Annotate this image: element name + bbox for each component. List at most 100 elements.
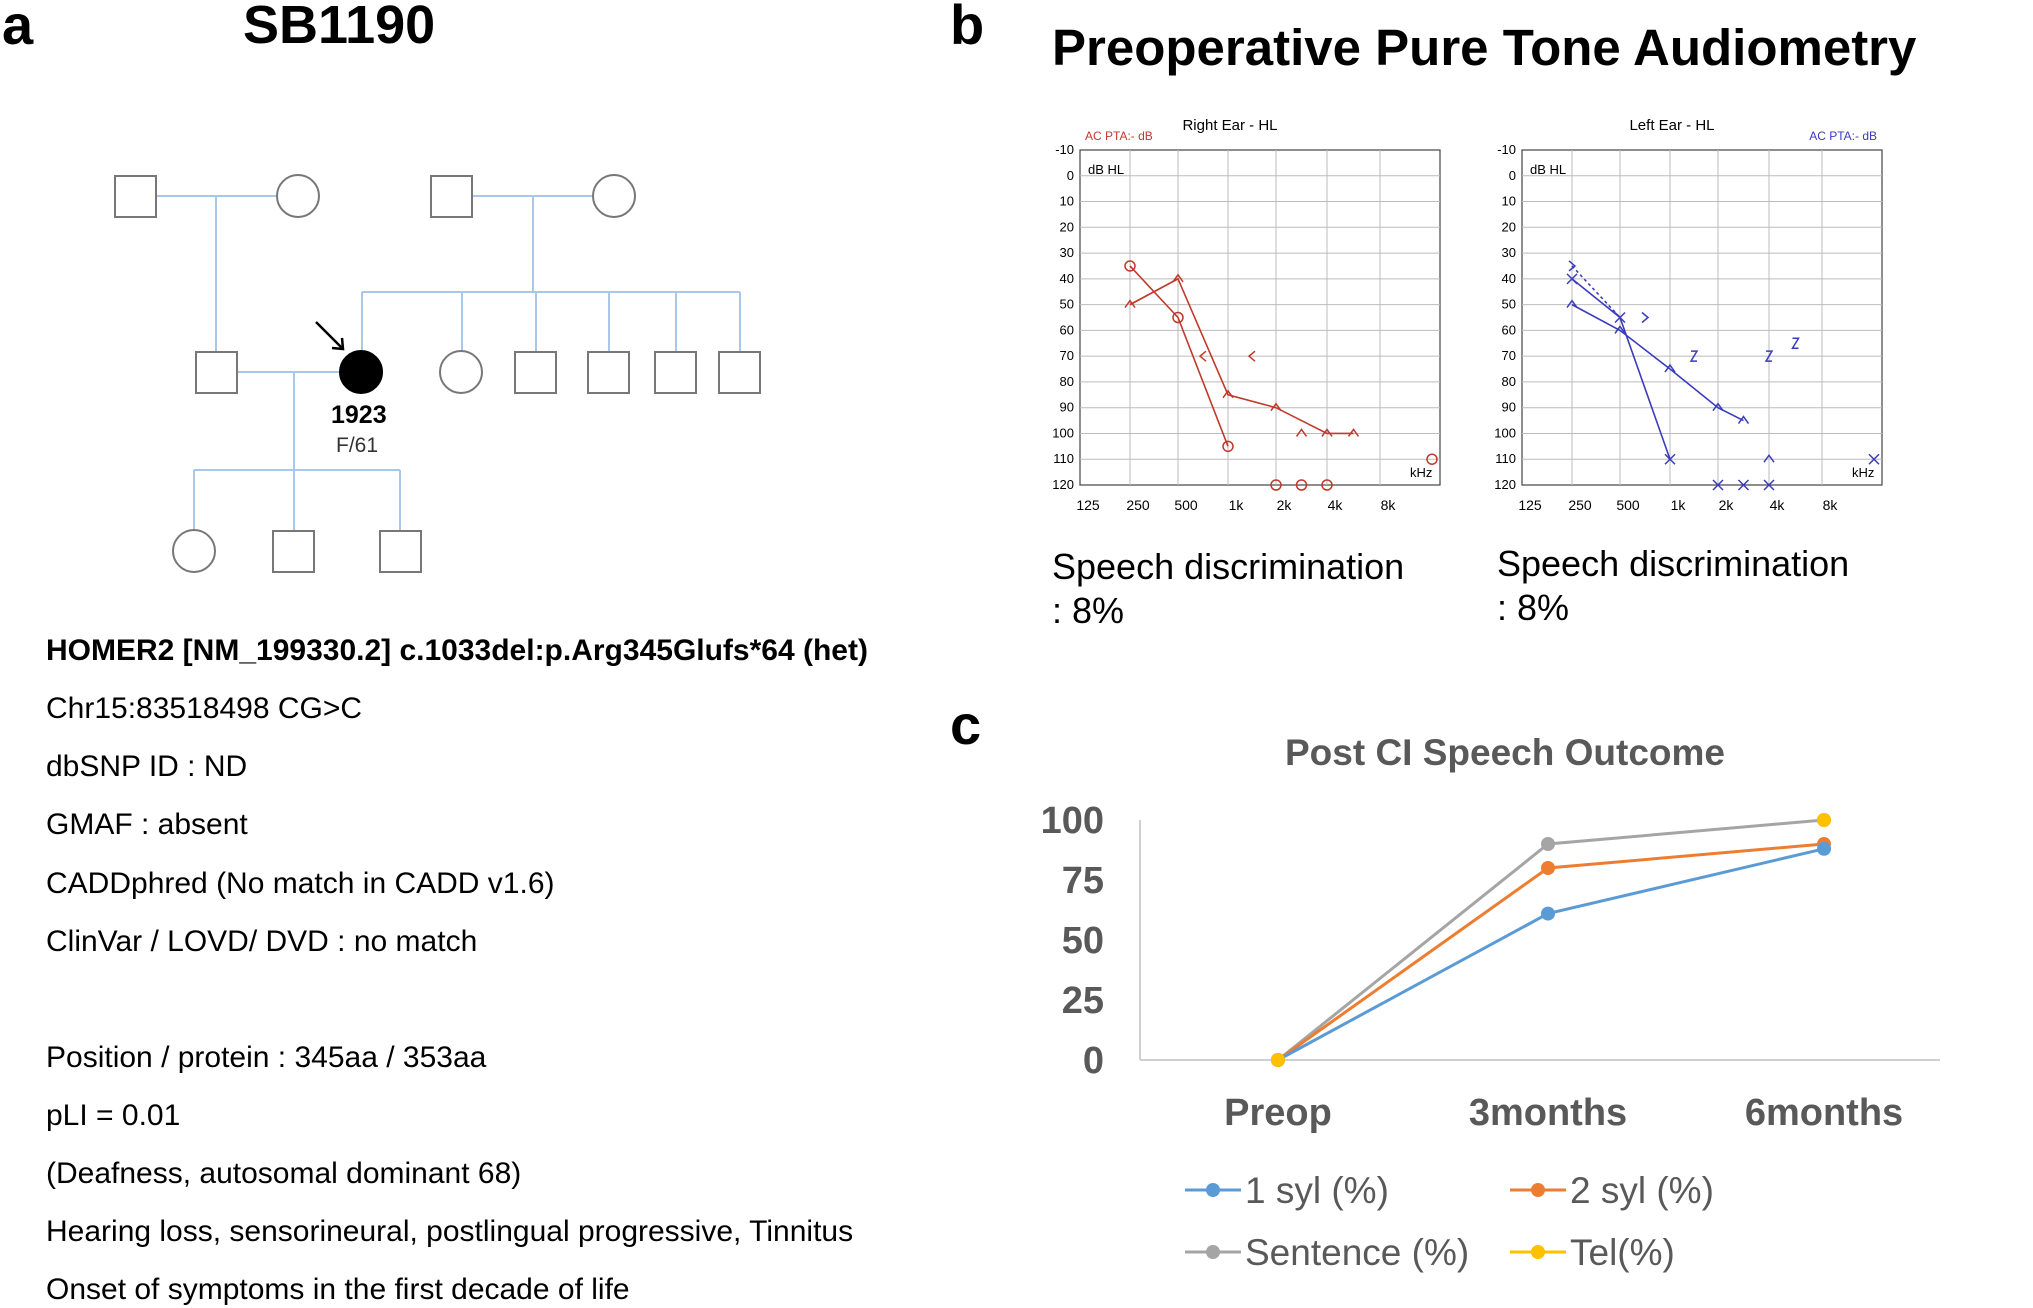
left-threshold-marker <box>1712 479 1724 491</box>
legend-label: 1 syl (%) <box>1245 1170 1389 1211</box>
right-threshold-marker <box>1172 311 1184 324</box>
sibling-male-2 <box>587 351 630 394</box>
grandmother-maternal <box>592 174 636 218</box>
right-x-tick: 2k <box>1277 497 1293 513</box>
left-threshold-marker <box>1566 299 1578 309</box>
left-y-tick: -10 <box>1497 142 1516 157</box>
right-threshold-marker <box>1124 299 1136 309</box>
left-threshold-marker <box>1791 337 1800 350</box>
sibling-male-3 <box>654 351 697 394</box>
right-y-tick: 110 <box>1053 451 1074 466</box>
right-x-tick: 4k <box>1328 497 1344 513</box>
left-threshold-marker <box>1763 479 1775 491</box>
y-tick-label: 100 <box>1041 800 1104 842</box>
variant-name: HOMER2 [NM_199330.2] c.1033del:p.Arg345G… <box>46 634 868 667</box>
right-y-tick: 120 <box>1052 477 1074 492</box>
variant-chr: Chr15:83518498 CG>C <box>46 692 363 725</box>
series-point <box>1541 861 1555 875</box>
speech-discrimination-right: Speech discrimination : 8% <box>1052 545 1404 633</box>
series-point <box>1817 841 1831 856</box>
outcome-chart-title: Post CI Speech Outcome <box>1285 732 1725 773</box>
left-y-tick: 70 <box>1502 348 1516 363</box>
left-threshold-marker <box>1868 453 1880 465</box>
legend-swatch-marker <box>1206 1245 1220 1259</box>
sibling-male-4 <box>718 351 761 394</box>
child-male-1 <box>272 530 315 573</box>
left-pta-label: AC PTA:- dB <box>1809 129 1877 143</box>
right-y-tick: 70 <box>1060 348 1074 363</box>
right-threshold-marker <box>1124 260 1136 272</box>
left-y-tick: 10 <box>1502 194 1516 209</box>
left-x-tick: 4k <box>1770 497 1786 513</box>
right-y-tick: 20 <box>1060 219 1074 234</box>
series-line <box>1277 818 1825 1062</box>
husband <box>195 351 238 394</box>
right-unit-x: kHz <box>1410 465 1432 480</box>
sibling-female <box>439 350 483 394</box>
audiogram-left: Left Ear - HL AC PTA:- dB -10 0 10 20 30 40 50 60… <box>1494 117 1883 513</box>
legend-swatch-marker <box>1531 1183 1545 1197</box>
left-y-tick: 100 <box>1494 425 1516 440</box>
left-x-tick: 125 <box>1518 497 1542 513</box>
speech-value-left: : 8% <box>1497 587 1570 628</box>
right-threshold-marker <box>1270 479 1282 491</box>
proband-affected <box>339 350 383 394</box>
right-threshold-marker <box>1270 402 1282 412</box>
right-y-tick: 30 <box>1060 245 1074 260</box>
y-tick-label: 50 <box>1062 920 1104 962</box>
right-x-tick: 500 <box>1174 497 1198 513</box>
series-point <box>1541 906 1555 921</box>
legend-label: 2 syl (%) <box>1570 1170 1714 1211</box>
x-category-label: Preop <box>1224 1092 1332 1134</box>
right-y-tick: 40 <box>1060 271 1074 286</box>
family-id: SB1190 <box>243 0 436 55</box>
pedigree-lines <box>156 195 741 530</box>
right-threshold-line <box>1129 265 1229 447</box>
right-threshold-marker <box>1222 440 1234 453</box>
right-x-tick: 1k <box>1229 497 1245 513</box>
right-y-tick: 0 <box>1067 168 1074 183</box>
audiometry-title: Preoperative Pure Tone Audiometry <box>1052 19 1917 76</box>
sibling-male-1 <box>514 351 557 394</box>
pedigree <box>114 174 761 573</box>
right-threshold-marker <box>1321 428 1333 437</box>
left-threshold-marker <box>1689 350 1699 362</box>
proband-id: 1923 <box>331 401 387 429</box>
series-line <box>1277 842 1825 1062</box>
left-unit-y: dB HL <box>1530 162 1566 177</box>
right-threshold-marker <box>1426 453 1438 465</box>
left-threshold-marker <box>1712 402 1724 412</box>
series-point <box>1541 837 1555 851</box>
proband-arrow-icon <box>315 321 345 351</box>
right-x-tick: 8k <box>1381 497 1397 513</box>
left-y-tick: 80 <box>1502 374 1516 389</box>
left-unit-x: kHz <box>1852 465 1874 480</box>
right-y-tick: 80 <box>1060 374 1074 389</box>
left-x-tick: 8k <box>1823 497 1839 513</box>
speech-label-left: Speech discrimination <box>1497 543 1850 584</box>
left-x-tick: 1k <box>1671 497 1687 513</box>
panel-a-letter: a <box>2 0 34 56</box>
left-threshold-marker <box>1737 415 1750 425</box>
y-tick-label: 0 <box>1083 1040 1104 1082</box>
grandmother-paternal <box>276 174 320 218</box>
variant-gmaf: GMAF : absent <box>46 808 248 841</box>
left-y-tick: 40 <box>1502 271 1516 286</box>
speech-value-right: : 8% <box>1052 590 1125 631</box>
panel-b-letter: b <box>950 0 985 56</box>
variant-onset: Onset of symptoms in the first decade of… <box>46 1273 630 1306</box>
speech-discrimination-left: Speech discrimination : 8% <box>1497 542 1849 630</box>
right-audiogram-frame <box>1079 149 1441 486</box>
right-y-tick: 90 <box>1060 400 1074 415</box>
left-threshold-marker <box>1566 273 1578 285</box>
variant-phenotype: Hearing loss, sensorineural, postlingual… <box>46 1215 854 1248</box>
left-ear-title: Left Ear - HL <box>1629 117 1714 134</box>
right-unit-y: dB HL <box>1088 162 1124 177</box>
variant-cadd: CADDphred (No match in CADD v1.6) <box>46 867 555 900</box>
left-threshold-marker <box>1664 453 1676 465</box>
right-y-tick: -10 <box>1055 142 1074 157</box>
left-y-tick: 50 <box>1502 297 1516 312</box>
right-x-tick: 125 <box>1076 497 1100 513</box>
series-point <box>1817 813 1831 827</box>
x-category-label: 3months <box>1469 1092 1627 1134</box>
